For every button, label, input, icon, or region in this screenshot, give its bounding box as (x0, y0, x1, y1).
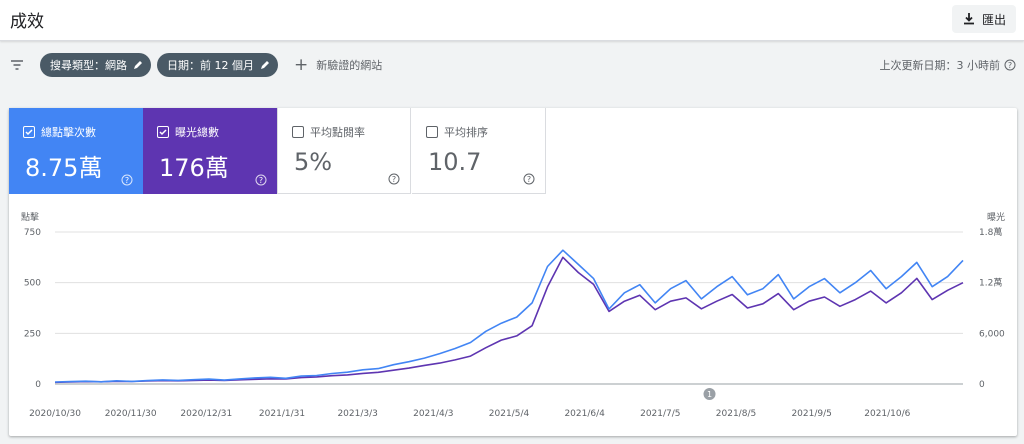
metric-clicks-value: 8.75萬 (25, 154, 103, 182)
right-axis-title: 曝光 (987, 211, 1005, 223)
last-updated: 上次更新日期：3 小時前 ? (880, 57, 1017, 73)
checkbox-checked-icon[interactable] (23, 126, 35, 138)
left-axis-title: 點擊 (21, 211, 39, 223)
metric-clicks-label: 總點擊次數 (41, 126, 96, 139)
right-tick-label: 1.8萬 (979, 226, 1002, 238)
metric-ctr-value: 5% (294, 148, 333, 176)
svg-text:?: ? (392, 175, 396, 184)
x-tick-label: 2021/9/5 (791, 409, 831, 419)
download-icon (963, 13, 974, 25)
help-icon[interactable]: ? (255, 174, 267, 186)
right-tick-label: 1.2萬 (979, 277, 1002, 289)
last-updated-text: 上次更新日期：3 小時前 (879, 59, 1001, 72)
plus-icon: + (294, 55, 309, 75)
export-label: 匯出 (981, 12, 1006, 27)
x-tick-label: 2020/11/30 (105, 409, 157, 419)
x-tick-label: 2020/10/30 (29, 409, 81, 419)
x-tick-label: 2021/6/4 (564, 409, 605, 419)
metric-tile-position[interactable]: 平均排序 10.7 ? (412, 108, 546, 194)
left-tick-label: 0 (35, 380, 41, 390)
filter-bar: 搜尋類型：網路 日期：前 12 個月 + 新驗證的網站 上次更新日期：3 小時前… (0, 41, 1024, 89)
search-type-chip-label: 搜尋類型：網路 (50, 59, 127, 72)
page-title: 成效 (10, 12, 44, 32)
x-tick-label: 2021/1/31 (259, 409, 305, 419)
x-tick-label: 2020/12/31 (180, 409, 232, 419)
pencil-icon (261, 61, 269, 69)
x-tick-label: 2021/10/6 (864, 409, 910, 419)
metric-tile-ctr[interactable]: 平均點閱率 5% ? (277, 108, 411, 194)
export-button[interactable]: 匯出 (951, 5, 1016, 33)
performance-panel: 總點擊次數 8.75萬 ? 曝光總數 176萬 ? 平均點閱率 5% ? 平均排… (9, 108, 1017, 436)
performance-chart: 點擊 曝光 750 1.8萬 500 1.2萬 250 6,000 0 0 2020/10/30 20… (21, 211, 1005, 419)
x-tick-label: 2021/4/3 (413, 409, 453, 419)
add-filter-button[interactable]: + 新驗證的網站 (294, 55, 382, 75)
top-bar: 成效 匯出 (0, 0, 1024, 41)
help-icon[interactable]: ? (388, 173, 400, 185)
metric-impressions-label-row: 曝光總數 (157, 124, 219, 140)
metric-ctr-label: 平均點閱率 (310, 126, 365, 139)
date-chip-label: 日期：前 12 個月 (167, 59, 254, 72)
checkbox-checked-icon[interactable] (157, 126, 169, 138)
left-tick-label: 500 (24, 279, 41, 289)
filter-icon[interactable] (10, 59, 24, 71)
date-chip[interactable]: 日期：前 12 個月 (157, 53, 278, 77)
x-tick-label: 2021/7/5 (640, 409, 680, 419)
right-tick-label: 6,000 (979, 329, 1005, 339)
x-tick-label: 2021/5/4 (489, 409, 530, 419)
svg-text:?: ? (527, 175, 531, 184)
metric-ctr-label-row: 平均點閱率 (292, 124, 365, 140)
pencil-icon (134, 61, 142, 69)
series-line-left (54, 249, 964, 383)
metric-clicks-label-row: 總點擊次數 (23, 124, 96, 140)
svg-text:?: ? (125, 176, 129, 185)
metric-position-value: 10.7 (428, 148, 482, 176)
metric-impressions-value: 176萬 (159, 154, 229, 182)
help-icon[interactable]: ? (121, 174, 133, 186)
metric-position-label: 平均排序 (444, 126, 488, 139)
series-line-right (54, 256, 964, 384)
svg-text:?: ? (259, 176, 263, 185)
left-tick-label: 750 (24, 228, 41, 238)
help-icon[interactable]: ? (523, 173, 535, 185)
metric-tile-impressions[interactable]: 曝光總數 176萬 ? (143, 108, 277, 194)
metric-position-label-row: 平均排序 (426, 124, 488, 140)
x-tick-label: 2021/3/3 (337, 409, 377, 419)
checkbox-unchecked-icon[interactable] (292, 126, 304, 138)
annotation-label: 1 (707, 390, 712, 399)
right-tick-label: 0 (979, 380, 985, 390)
search-type-chip[interactable]: 搜尋類型：網路 (40, 53, 151, 77)
metric-tile-clicks[interactable]: 總點擊次數 8.75萬 ? (9, 108, 143, 194)
svg-text:?: ? (1008, 61, 1012, 70)
add-filter-label: 新驗證的網站 (316, 59, 383, 72)
annotation-marker (703, 388, 716, 400)
help-icon[interactable]: ? (1004, 59, 1016, 71)
left-tick-label: 250 (24, 329, 41, 339)
checkbox-unchecked-icon[interactable] (426, 126, 438, 138)
metric-impressions-label: 曝光總數 (175, 126, 219, 139)
x-tick-label: 2021/8/5 (716, 409, 756, 419)
